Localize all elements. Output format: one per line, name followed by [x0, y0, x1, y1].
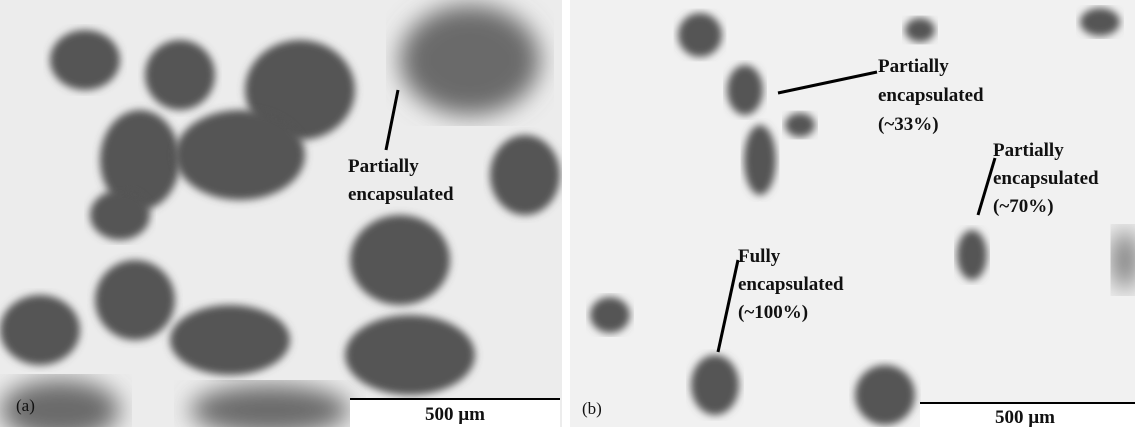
annotation: Partially [993, 140, 1064, 161]
annotation: encapsulated [993, 168, 1099, 189]
annotation: (~70%) [993, 196, 1054, 217]
annotation-line [777, 70, 878, 95]
panel-a: Partially encapsulated 500 µm (a) [0, 0, 562, 427]
panel-b: Partially encapsulated (~33%) Partially … [570, 0, 1135, 427]
annotation: (~100%) [738, 302, 808, 323]
annotation: encapsulated [878, 85, 984, 106]
annotation-line [976, 157, 997, 216]
annotation: encapsulated [348, 184, 454, 205]
panel-label: (b) [582, 399, 602, 418]
scale-bar-label: 500 µm [995, 407, 1055, 427]
annotation: encapsulated [738, 274, 844, 295]
annotation: Partially [348, 156, 419, 177]
annotation-line [716, 259, 740, 353]
panel-label: (a) [16, 396, 35, 415]
annotation: (~33%) [878, 114, 939, 135]
annotation: Fully [738, 246, 781, 267]
annotation: Partially [878, 56, 949, 77]
scale-bar-label: 500 µm [425, 404, 485, 425]
annotation-line [384, 89, 400, 151]
